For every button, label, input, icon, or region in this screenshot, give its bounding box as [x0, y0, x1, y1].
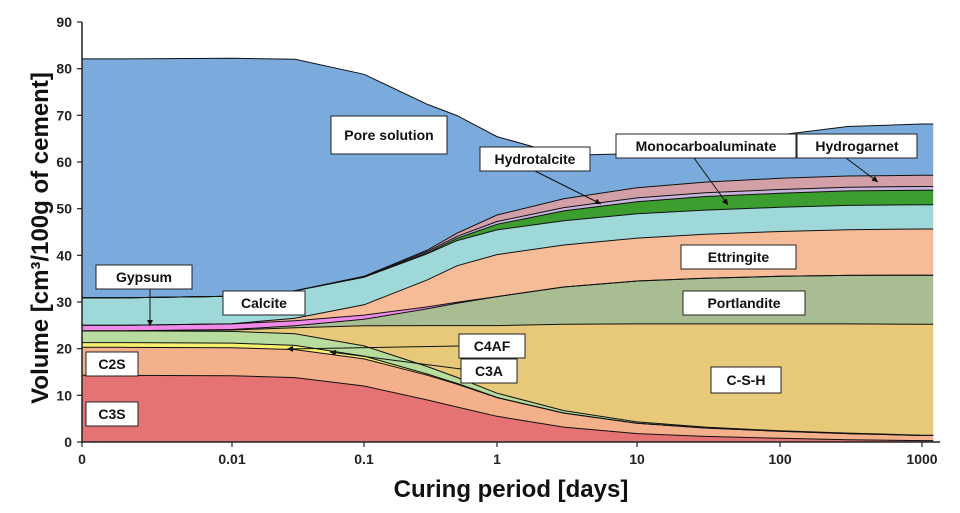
y-tick-label: 60 — [56, 154, 72, 170]
label-box — [330, 115, 448, 155]
y-tick-group: 0 10 20 30 40 50 60 70 80 90 — [56, 14, 82, 450]
axes-group: 0 0.01 0.1 1 10 100 1000 0 10 20 30 40 50 60 70 80 90 — [56, 14, 940, 467]
leader-line — [329, 349, 462, 370]
area-boundary-gypsum — [82, 274, 934, 326]
label-box — [458, 333, 526, 359]
label-text: C2S — [98, 356, 125, 372]
label-text: Monocarboaluminate — [636, 138, 777, 154]
label-hydrogarnet: Hydrogarnet — [796, 133, 918, 159]
area-series-group — [82, 58, 934, 442]
x-tick-label: 0.1 — [354, 451, 374, 467]
label-box — [615, 133, 797, 159]
leader-line — [693, 157, 729, 206]
label-box — [85, 401, 139, 427]
y-tick-label: 70 — [56, 107, 72, 123]
area-c4af — [82, 330, 934, 436]
label-text: Pore solution — [344, 127, 433, 143]
label-text: Gypsum — [116, 269, 172, 285]
label-box — [460, 358, 518, 384]
x-tick-group: 0 0.01 0.1 1 10 100 1000 — [78, 442, 938, 467]
area-boundary-pore-solution — [82, 57, 934, 156]
area-gypsum — [82, 275, 934, 331]
label-pore-solution: Pore solution — [330, 115, 448, 155]
area-pore-solution — [82, 58, 934, 298]
label-text: Calcite — [241, 295, 287, 311]
label-box — [95, 264, 193, 290]
area-c2s — [82, 347, 934, 441]
x-tick-label: 1000 — [906, 451, 937, 467]
y-axis-title: Volume [cm³/100g of cement] — [27, 72, 54, 404]
y-tick-label: 40 — [56, 247, 72, 263]
label-text: C-S-H — [727, 372, 766, 388]
label-hydrotalcite: Hydrotalcite — [479, 146, 591, 172]
label-box — [479, 146, 591, 172]
x-tick-label: 100 — [768, 451, 792, 467]
leader-line — [845, 157, 879, 183]
label-calcite: Calcite — [222, 290, 306, 316]
area-portlandite — [82, 275, 934, 331]
label-c3a: C3A — [460, 358, 518, 384]
label-text: Hydrotalcite — [495, 151, 576, 167]
label-box — [710, 366, 782, 394]
leader-line-group — [147, 157, 879, 370]
area-boundary-c3s — [82, 374, 934, 442]
label-text: Portlandite — [707, 295, 780, 311]
label-text: C3S — [98, 406, 125, 422]
label-gypsum: Gypsum — [95, 264, 193, 290]
y-tick-label: 30 — [56, 294, 72, 310]
x-tick-label: 0 — [78, 451, 86, 467]
area-c3s — [82, 375, 934, 442]
annotation-label-group: Pore solution Hydrotalcite Monocarboalumin… — [85, 115, 918, 427]
y-tick-label: 10 — [56, 387, 72, 403]
label-box — [222, 290, 306, 316]
label-monocarboaluminate: Monocarboaluminate — [615, 133, 797, 159]
y-tick-label: 90 — [56, 14, 72, 30]
x-tick-label: 10 — [629, 451, 645, 467]
x-axis-title: Curing period [days] — [394, 476, 629, 503]
label-portlandite: Portlandite — [682, 290, 806, 316]
y-tick-label: 80 — [56, 61, 72, 77]
label-box — [85, 351, 139, 377]
leader-line — [534, 170, 602, 205]
label-text: Ettringite — [708, 249, 770, 265]
y-tick-label: 20 — [56, 341, 72, 357]
y-tick-label: 0 — [64, 434, 72, 450]
label-text: C3A — [475, 363, 503, 379]
label-text: C4AF — [474, 338, 511, 354]
label-ettringite: Ettringite — [680, 244, 797, 270]
label-text: Hydrogarnet — [815, 138, 899, 154]
x-tick-label: 0.01 — [218, 451, 245, 467]
area-boundary-c4af — [82, 330, 934, 436]
label-c-s-h: C-S-H — [710, 366, 782, 394]
area-boundary-ettringite — [82, 228, 934, 326]
area-outline-group — [82, 57, 934, 442]
area-boundary-c-s-h — [82, 323, 934, 332]
label-box — [796, 133, 918, 159]
x-tick-label: 1 — [493, 451, 501, 467]
label-c4af: C4AF — [458, 333, 526, 359]
area-monocarboaluminate — [82, 190, 934, 298]
label-box — [680, 244, 797, 270]
label-box — [682, 290, 806, 316]
label-c3s: C3S — [85, 401, 139, 427]
leader-line — [286, 345, 460, 352]
y-tick-label: 50 — [56, 201, 72, 217]
label-c2s: C2S — [85, 351, 139, 377]
